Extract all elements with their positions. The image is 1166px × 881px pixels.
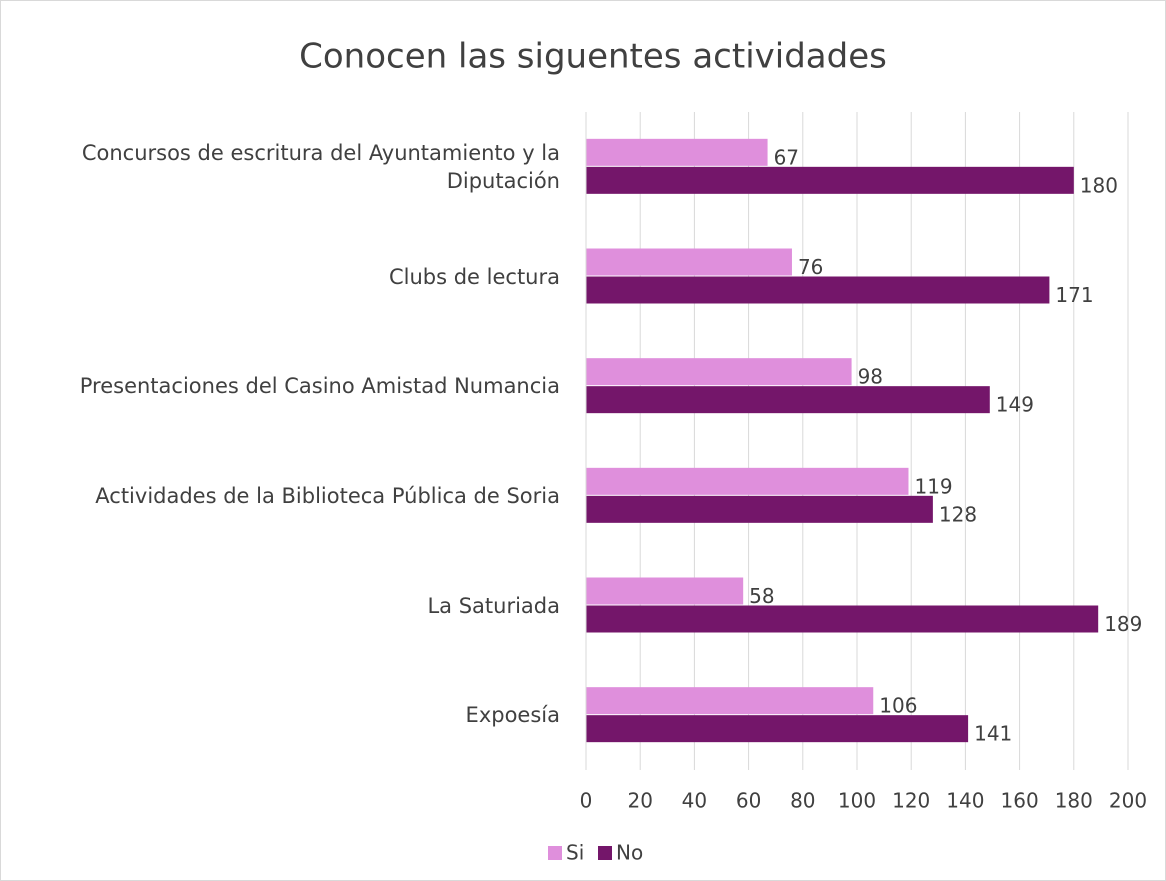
data-label: 171	[1055, 283, 1093, 307]
legend-label: No	[616, 841, 643, 865]
legend-swatch	[598, 846, 612, 860]
bar	[586, 248, 792, 276]
x-tick-label: 100	[838, 789, 876, 813]
x-tick-label: 180	[1055, 789, 1093, 813]
data-label: 149	[996, 393, 1034, 417]
x-tick-label: 200	[1109, 789, 1147, 813]
legend-label: Si	[566, 841, 584, 865]
y-tick-label: Actividades de la Biblioteca Pública de …	[95, 483, 560, 508]
bar	[586, 276, 1050, 304]
x-tick-label: 20	[627, 789, 652, 813]
x-tick-label: 60	[736, 789, 761, 813]
bar	[586, 495, 933, 523]
bar	[586, 386, 990, 414]
data-label: 106	[879, 694, 917, 718]
data-label: 180	[1080, 173, 1118, 197]
bar	[586, 605, 1099, 633]
data-label: 98	[858, 365, 883, 389]
x-tick-label: 0	[580, 789, 593, 813]
data-label: 76	[798, 255, 823, 279]
legend-swatch	[548, 846, 562, 860]
data-label: 128	[939, 502, 977, 526]
bar	[586, 687, 874, 715]
x-tick-label: 80	[790, 789, 815, 813]
y-tick-label: Presentaciones del Casino Amistad Numanc…	[79, 374, 560, 399]
x-tick-label: 140	[946, 789, 984, 813]
data-label: 58	[749, 584, 774, 608]
bar	[586, 138, 768, 166]
x-tick-label: 160	[1001, 789, 1039, 813]
bar	[586, 166, 1074, 194]
bar	[586, 577, 744, 605]
data-label: 119	[914, 474, 952, 498]
y-tick-label: La Saturiada	[427, 593, 560, 618]
x-tick-label: 120	[892, 789, 930, 813]
data-label: 189	[1104, 612, 1142, 636]
x-tick-label: 40	[682, 789, 707, 813]
bar	[586, 467, 909, 495]
chart-title: Conocen las siguentes actividades	[299, 37, 887, 77]
y-tick-label: Concursos de escritura del Ayuntamiento …	[81, 140, 560, 193]
data-label: 141	[974, 722, 1012, 746]
y-tick-label: Expoesía	[465, 703, 560, 728]
y-tick-label: Clubs de lectura	[388, 264, 560, 289]
data-label: 67	[774, 145, 799, 169]
bar	[586, 715, 969, 743]
bar	[586, 358, 852, 386]
